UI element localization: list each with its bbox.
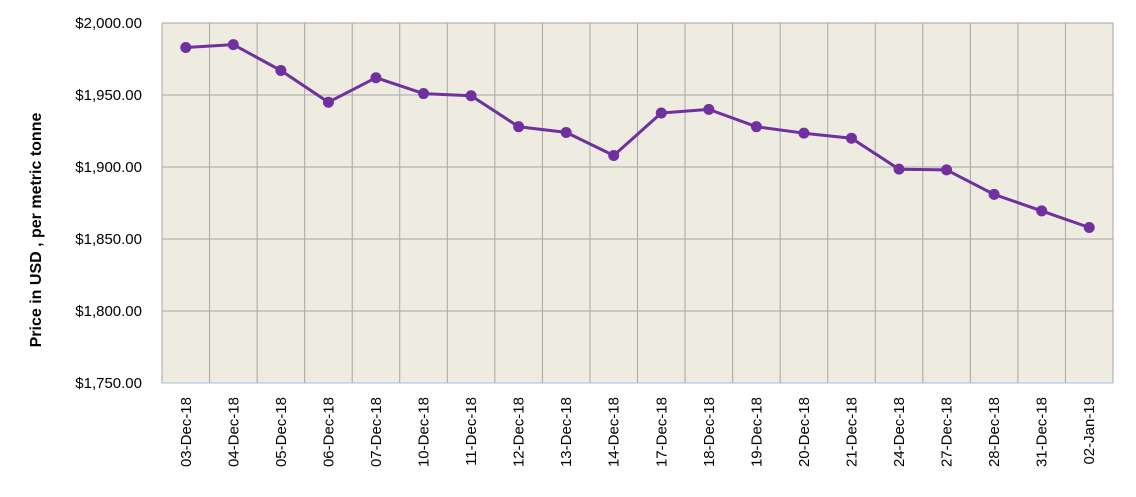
x-tick-label: 12-Dec-18	[511, 397, 528, 467]
x-tick-label: 17-Dec-18	[653, 397, 670, 467]
x-tick-label: 27-Dec-18	[939, 397, 956, 467]
x-tick-label: 28-Dec-18	[986, 397, 1003, 467]
x-tick-label: 20-Dec-18	[796, 397, 813, 467]
series-line	[185, 43, 1090, 229]
y-tick-label: $1,950.00	[75, 87, 142, 104]
data-point	[941, 164, 953, 176]
x-tick-label: 04-Dec-18	[225, 397, 242, 467]
y-tick-label: $1,900.00	[75, 159, 142, 176]
data-point	[322, 96, 334, 108]
data-point	[465, 90, 477, 102]
series-markers	[180, 39, 1095, 233]
data-point	[180, 41, 192, 53]
data-point	[750, 121, 762, 133]
x-tick-label: 03-Dec-18	[178, 397, 195, 467]
y-axis-label: Price in USD , per metric tonne	[28, 113, 45, 348]
data-point	[655, 107, 667, 119]
x-tick-label: 13-Dec-18	[558, 397, 575, 467]
data-point	[608, 149, 620, 161]
x-tick-label: 10-Dec-18	[416, 397, 433, 467]
y-tick-label: $1,800.00	[75, 303, 142, 320]
data-point	[513, 121, 525, 133]
x-tick-label: 07-Dec-18	[368, 397, 385, 467]
data-point	[227, 39, 239, 51]
data-point	[798, 127, 810, 139]
x-tick-label: 11-Dec-18	[463, 397, 480, 466]
data-point	[703, 103, 715, 115]
x-tick-label: 06-Dec-18	[320, 397, 337, 467]
x-tick-label: 05-Dec-18	[273, 397, 290, 467]
x-axis-ticks: 03-Dec-18 04-Dec-18 05-Dec-18 06-Dec-18 07-D…	[178, 397, 1098, 467]
data-point	[893, 163, 905, 175]
y-tick-label: $1,850.00	[75, 231, 142, 248]
x-tick-label: 18-Dec-18	[701, 397, 718, 467]
data-point	[1036, 205, 1048, 217]
y-axis-ticks: $1,750.00 $1,800.00 $1,850.00 $1,900.00 $1,9…	[75, 15, 142, 392]
x-tick-label: 19-Dec-18	[748, 397, 765, 467]
data-point	[845, 132, 857, 144]
data-point	[560, 126, 572, 138]
grid-lines	[161, 22, 1114, 384]
data-point	[370, 72, 382, 84]
data-point	[418, 88, 430, 100]
x-tick-label: 24-Dec-18	[891, 397, 908, 467]
y-tick-label: $2,000.00	[75, 15, 142, 32]
data-point	[1083, 221, 1095, 233]
x-tick-label: 02-Jan-19	[1081, 397, 1098, 465]
x-tick-label: 14-Dec-18	[606, 397, 623, 467]
x-tick-label: 31-Dec-18	[1034, 397, 1051, 467]
x-tick-label: 21-Dec-18	[843, 397, 860, 467]
data-point	[275, 65, 287, 77]
data-point	[988, 188, 1000, 200]
y-tick-label: $1,750.00	[75, 375, 142, 392]
